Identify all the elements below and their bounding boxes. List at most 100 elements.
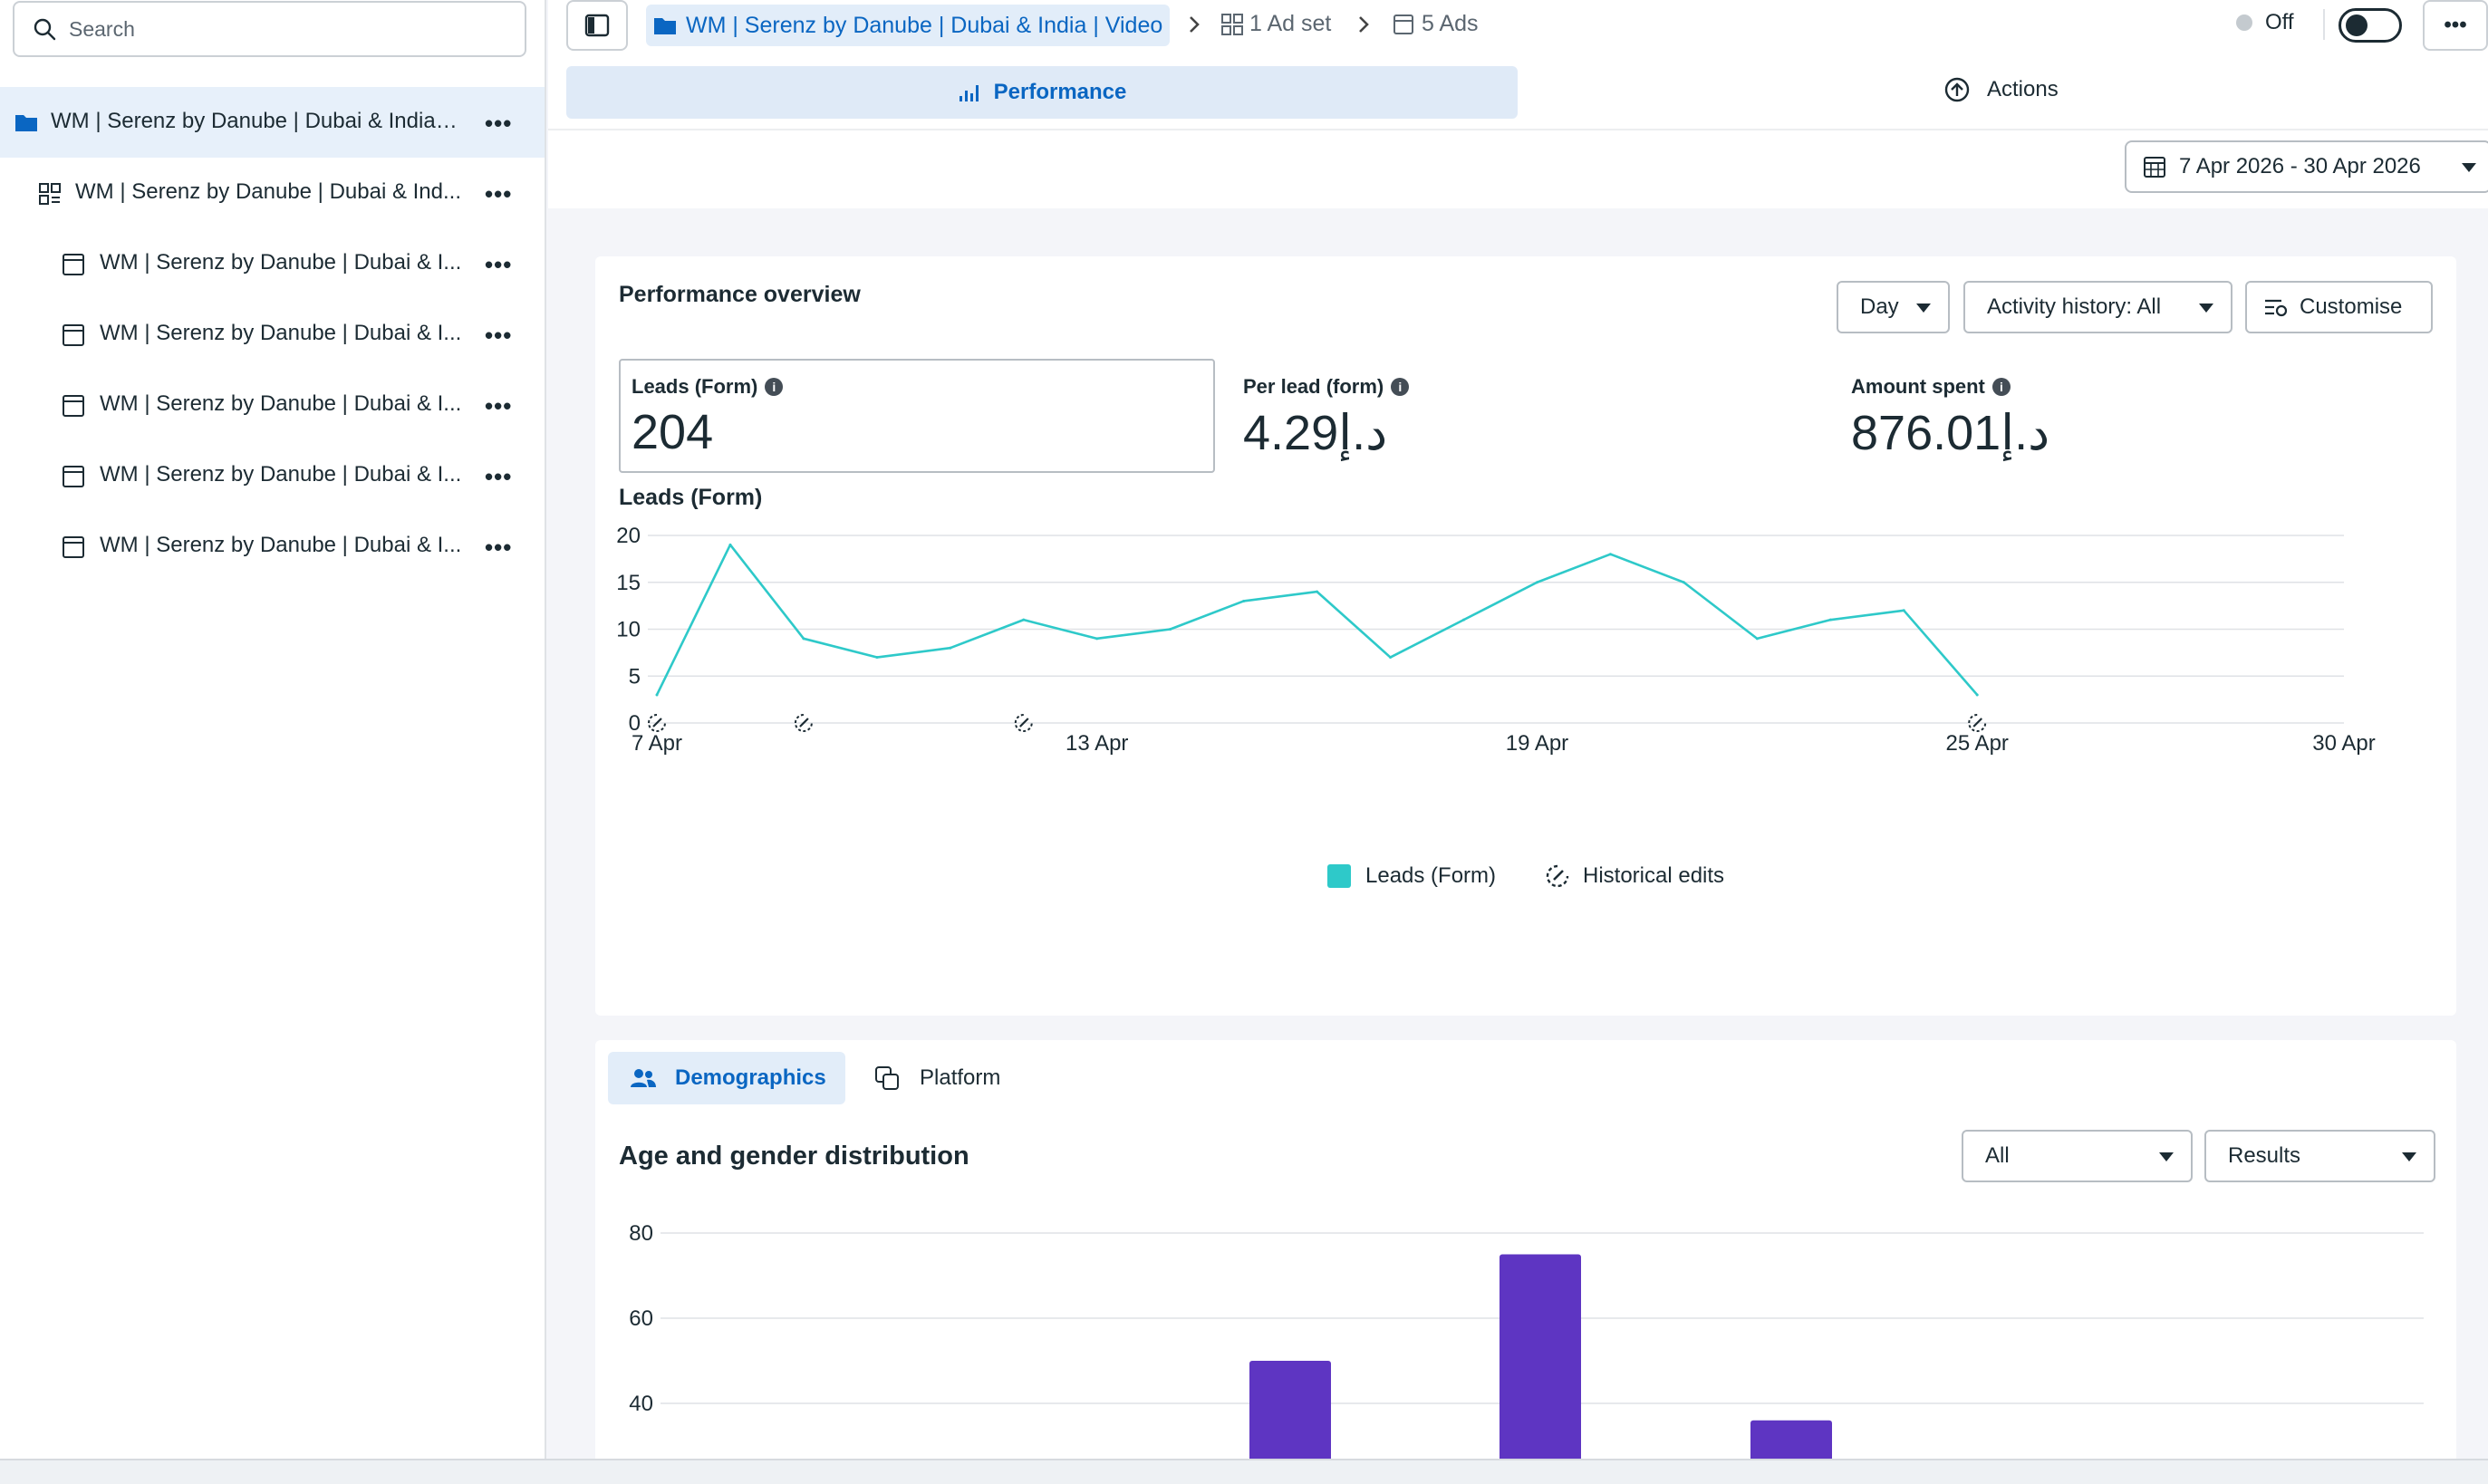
- tree-item-label: WM | Serenz by Danube | Dubai & I...: [100, 321, 462, 345]
- chevron-right-icon: [1190, 16, 1200, 33]
- more-options-button[interactable]: •••: [485, 463, 513, 490]
- historical-edit-icon: [648, 714, 666, 732]
- info-icon[interactable]: i: [1991, 378, 2011, 396]
- tree-item-ad[interactable]: WM | Serenz by Danube | Dubai & I... •••: [0, 511, 545, 582]
- users-icon: [631, 1069, 656, 1087]
- legend-leads[interactable]: Leads (Form): [1327, 863, 1496, 889]
- demographics-card: Demographics Platform Age and gender dis…: [595, 1040, 2456, 1466]
- tree-item-ad[interactable]: WM | Serenz by Danube | Dubai & I... •••: [0, 228, 545, 299]
- historical-edit-icon: [1014, 714, 1033, 732]
- y-tick-label: 15: [616, 571, 641, 595]
- breadcrumb-adsets[interactable]: 1 Ad set: [1220, 11, 1331, 37]
- filter-results-dropdown[interactable]: Results: [2204, 1130, 2435, 1182]
- caret-down-icon: [2402, 1152, 2416, 1161]
- more-options-button[interactable]: •••: [485, 180, 513, 207]
- metric-value: 876.01د.إ: [1851, 406, 2050, 460]
- tab-performance[interactable]: Performance: [566, 66, 1518, 119]
- legend-label: Leads (Form): [1365, 863, 1497, 888]
- tree-item-label: WM | Serenz by Danube | Dubai & I...: [100, 391, 462, 416]
- leads-line-chart: 0 5 10 15 20 7 Apr 13 Apr 19 Apr 25 Apr 30 Apr: [616, 524, 2375, 756]
- tree-item-ad[interactable]: WM | Serenz by Danube | Dubai & I... •••: [0, 440, 545, 511]
- tab-actions[interactable]: Actions: [1943, 76, 2059, 103]
- metric-per-lead[interactable]: Per lead (form) i 4.29د.إ: [1243, 375, 1787, 461]
- tab-demographics[interactable]: Demographics: [608, 1052, 845, 1104]
- date-range-picker[interactable]: 7 Apr 2026 - 30 Apr 2026: [2125, 140, 2488, 193]
- breadcrumb-ads[interactable]: 5 Ads: [1393, 11, 1479, 37]
- activity-history-label: Activity history: All: [1987, 294, 2162, 319]
- delivery-status: Off: [2236, 10, 2294, 35]
- historical-edit-icon: [1546, 864, 1569, 888]
- toggle-knob: [2346, 14, 2367, 36]
- folder-icon: [654, 18, 676, 34]
- ad-window-icon: [63, 395, 84, 417]
- filter-all-label: All: [1985, 1143, 2010, 1168]
- tab-demographics-label: Demographics: [675, 1065, 826, 1090]
- data-point: [1902, 609, 1905, 612]
- data-point: [1755, 637, 1759, 641]
- metric-leads[interactable]: Leads (Form) i 204: [619, 359, 1215, 473]
- leads-series-line: [655, 544, 1979, 696]
- performance-overview-card: Performance overview Day Activity histor…: [595, 256, 2456, 1016]
- more-options-button[interactable]: •••: [2423, 0, 2488, 51]
- legend-historical-edits[interactable]: Historical edits: [1545, 863, 1724, 889]
- tab-performance-label: Performance: [993, 80, 1127, 104]
- bottom-strip: [0, 1459, 2488, 1484]
- toggle-sidebar-button[interactable]: [566, 0, 628, 51]
- tree-item-ad[interactable]: WM | Serenz by Danube | Dubai & I... •••: [0, 370, 545, 440]
- data-point: [1975, 693, 1979, 697]
- info-icon[interactable]: i: [765, 378, 784, 396]
- info-icon[interactable]: i: [1391, 378, 1410, 396]
- performance-overview-title: Performance overview: [619, 282, 861, 307]
- more-options-button[interactable]: •••: [485, 322, 513, 349]
- tree-item-campaign[interactable]: WM | Serenz by Danube | Dubai & India ..…: [0, 87, 545, 158]
- data-point: [1535, 581, 1538, 584]
- status-dot: [2236, 14, 2252, 31]
- edit-stroke: [652, 718, 662, 728]
- metric-label: Leads (Form): [632, 375, 758, 398]
- ad-window-icon: [1393, 14, 1413, 34]
- metric-amount-spent[interactable]: Amount spent i 876.01د.إ: [1851, 375, 2395, 461]
- data-point: [1389, 656, 1393, 660]
- tree-item-adset[interactable]: WM | Serenz by Danube | Dubai & Ind... •…: [0, 158, 545, 228]
- y-tick-label: 5: [629, 664, 641, 689]
- calendar-icon: [2144, 157, 2165, 178]
- activity-history-dropdown[interactable]: Activity history: All: [1963, 281, 2232, 333]
- search-input[interactable]: Search: [13, 1, 526, 57]
- more-options-button[interactable]: •••: [485, 392, 513, 419]
- x-tick-label: 25 Apr: [1946, 731, 2009, 756]
- main-panel: WM | Serenz by Danube | Dubai & India | …: [548, 0, 2488, 1466]
- y-tick-label: 10: [616, 618, 641, 642]
- legend-label: Historical edits: [1583, 863, 1725, 888]
- data-point: [875, 656, 879, 660]
- breadcrumb-campaign[interactable]: WM | Serenz by Danube | Dubai & India | …: [646, 5, 1171, 46]
- ad-window-icon: [63, 536, 84, 558]
- more-options-button[interactable]: •••: [485, 534, 513, 561]
- customise-button[interactable]: Customise: [2245, 281, 2433, 333]
- ad-window-icon: [63, 466, 84, 487]
- metric-label: Per lead (form): [1243, 375, 1384, 398]
- tree-item-ad[interactable]: WM | Serenz by Danube | Dubai & I... •••: [0, 299, 545, 370]
- age-gender-bar-chart: 40 60 80: [629, 1221, 2424, 1459]
- top-bar: WM | Serenz by Danube | Dubai & India | …: [548, 0, 2488, 129]
- x-tick-label: 30 Apr: [2312, 731, 2375, 756]
- ad-window-icon: [63, 324, 84, 346]
- filter-all-dropdown[interactable]: All: [1962, 1130, 2193, 1182]
- platform-copy-icon: [875, 1066, 899, 1090]
- granularity-label: Day: [1860, 294, 1899, 319]
- tab-platform[interactable]: Platform: [874, 1065, 1000, 1091]
- y-tick-label: 80: [629, 1221, 653, 1246]
- more-options-button[interactable]: •••: [485, 251, 513, 278]
- tree-item-label: WM | Serenz by Danube | Dubai & I...: [100, 250, 462, 275]
- data-point: [949, 646, 952, 650]
- tab-platform-label: Platform: [920, 1065, 1001, 1090]
- tree-item-label: WM | Serenz by Danube | Dubai & I...: [100, 462, 462, 487]
- caret-down-icon: [2159, 1152, 2174, 1161]
- historical-edit-icon: [794, 714, 813, 732]
- on-off-toggle[interactable]: [2339, 8, 2402, 43]
- tree-item-label: WM | Serenz by Danube | Dubai & India ..…: [51, 109, 458, 133]
- edit-stroke: [1972, 718, 1982, 728]
- granularity-dropdown[interactable]: Day: [1837, 281, 1950, 333]
- more-options-button[interactable]: •••: [485, 110, 513, 137]
- tab-actions-label: Actions: [1987, 77, 2059, 101]
- caret-down-icon: [2199, 304, 2213, 313]
